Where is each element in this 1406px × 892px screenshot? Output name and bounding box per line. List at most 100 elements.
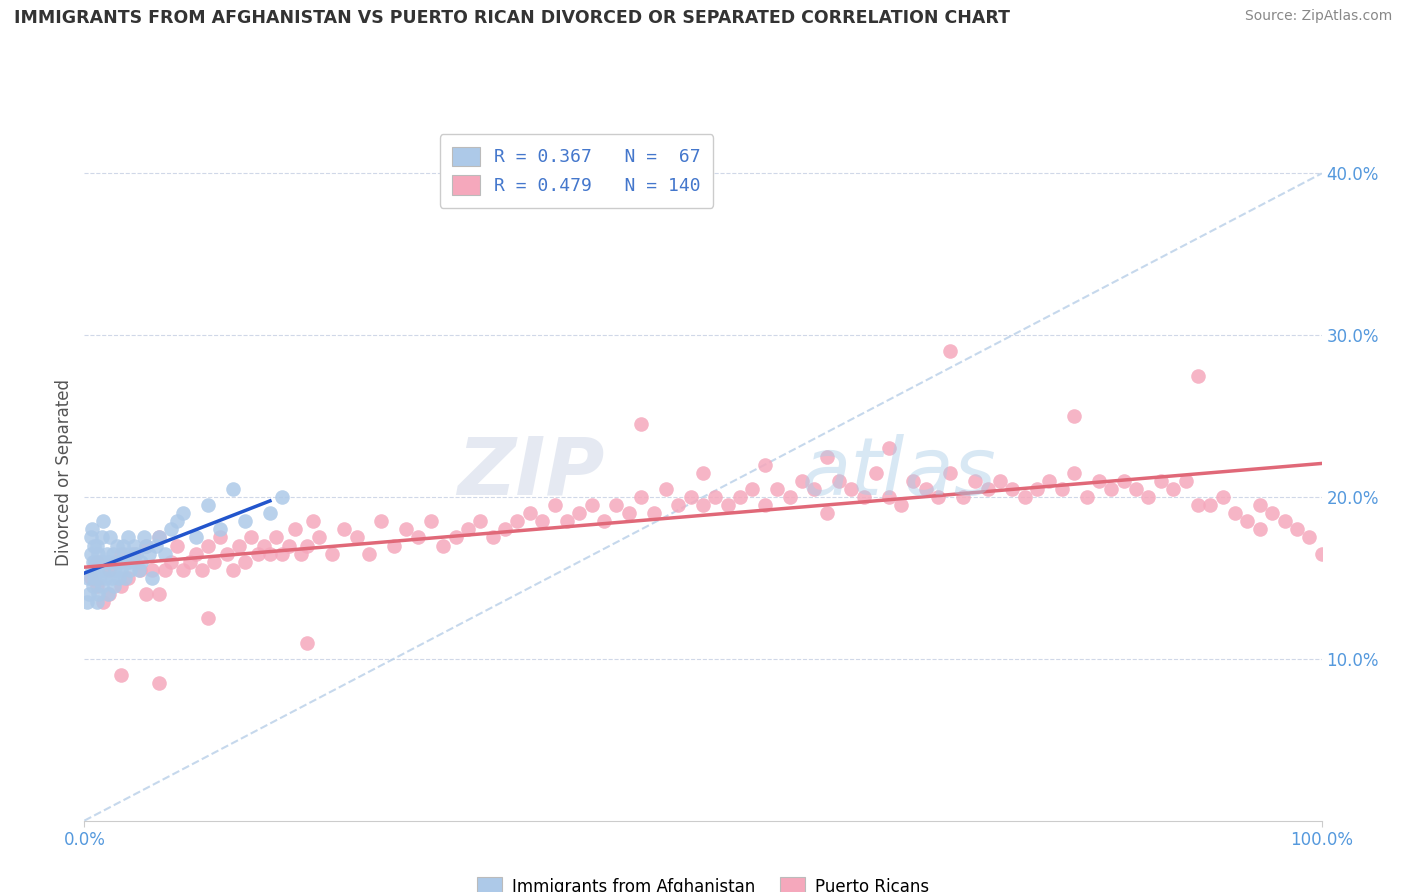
Point	[86, 595, 108, 609]
Point	[228, 539, 250, 553]
Point	[191, 563, 214, 577]
Point	[111, 539, 134, 553]
Point	[94, 571, 117, 585]
Point	[100, 571, 122, 585]
Point	[110, 668, 132, 682]
Point	[202, 555, 225, 569]
Point	[927, 490, 949, 504]
Point	[118, 555, 141, 569]
Point	[790, 474, 813, 488]
Point	[80, 563, 103, 577]
Point	[209, 531, 232, 545]
Point	[1174, 474, 1197, 488]
Point	[87, 587, 110, 601]
Point	[253, 539, 276, 553]
Point	[222, 482, 245, 496]
Point	[988, 474, 1011, 488]
Point	[240, 531, 263, 545]
Point	[1014, 490, 1036, 504]
Point	[222, 563, 245, 577]
Point	[494, 522, 516, 536]
Point	[82, 579, 104, 593]
Point	[172, 563, 194, 577]
Point	[581, 498, 603, 512]
Point	[79, 587, 101, 601]
Point	[395, 522, 418, 536]
Point	[419, 514, 441, 528]
Point	[233, 555, 256, 569]
Point	[246, 547, 269, 561]
Point	[1063, 466, 1085, 480]
Point	[815, 506, 838, 520]
Point	[148, 676, 170, 690]
Point	[114, 571, 136, 585]
Point	[153, 563, 176, 577]
Point	[1310, 547, 1333, 561]
Point	[754, 458, 776, 472]
Point	[104, 555, 127, 569]
Point	[110, 563, 132, 577]
Point	[1026, 482, 1049, 496]
Point	[333, 522, 356, 536]
Point	[80, 522, 103, 536]
Point	[148, 587, 170, 601]
Point	[96, 547, 118, 561]
Point	[1298, 531, 1320, 545]
Point	[1001, 482, 1024, 496]
Point	[98, 555, 121, 569]
Legend: Immigrants from Afghanistan, Puerto Ricans: Immigrants from Afghanistan, Puerto Rica…	[470, 871, 936, 892]
Point	[939, 344, 962, 359]
Point	[107, 555, 129, 569]
Point	[1249, 522, 1271, 536]
Point	[79, 571, 101, 585]
Point	[481, 531, 503, 545]
Point	[132, 531, 155, 545]
Point	[302, 514, 325, 528]
Point	[1285, 522, 1308, 536]
Point	[1150, 474, 1173, 488]
Point	[952, 490, 974, 504]
Point	[129, 563, 152, 577]
Point	[643, 506, 665, 520]
Point	[160, 555, 183, 569]
Point	[277, 539, 299, 553]
Point	[1261, 506, 1284, 520]
Point	[284, 522, 307, 536]
Point	[1187, 368, 1209, 383]
Point	[166, 514, 188, 528]
Point	[79, 547, 101, 561]
Point	[98, 587, 121, 601]
Point	[1125, 482, 1147, 496]
Point	[555, 514, 578, 528]
Point	[97, 587, 120, 601]
Point	[197, 498, 219, 512]
Point	[79, 531, 101, 545]
Point	[110, 555, 132, 569]
Point	[197, 539, 219, 553]
Point	[295, 635, 318, 649]
Point	[543, 498, 565, 512]
Point	[112, 547, 135, 561]
Point	[101, 547, 124, 561]
Point	[122, 547, 145, 561]
Point	[271, 490, 294, 504]
Point	[1099, 482, 1122, 496]
Point	[122, 539, 145, 553]
Point	[754, 498, 776, 512]
Point	[803, 482, 825, 496]
Point	[1038, 474, 1060, 488]
Text: ZIP: ZIP	[457, 434, 605, 512]
Point	[89, 555, 111, 569]
Point	[197, 611, 219, 625]
Point	[128, 563, 150, 577]
Point	[89, 571, 111, 585]
Point	[172, 506, 194, 520]
Point	[145, 539, 167, 553]
Point	[108, 571, 131, 585]
Point	[1088, 474, 1111, 488]
Point	[290, 547, 312, 561]
Point	[655, 482, 678, 496]
Point	[779, 490, 801, 504]
Point	[86, 539, 108, 553]
Point	[1249, 498, 1271, 512]
